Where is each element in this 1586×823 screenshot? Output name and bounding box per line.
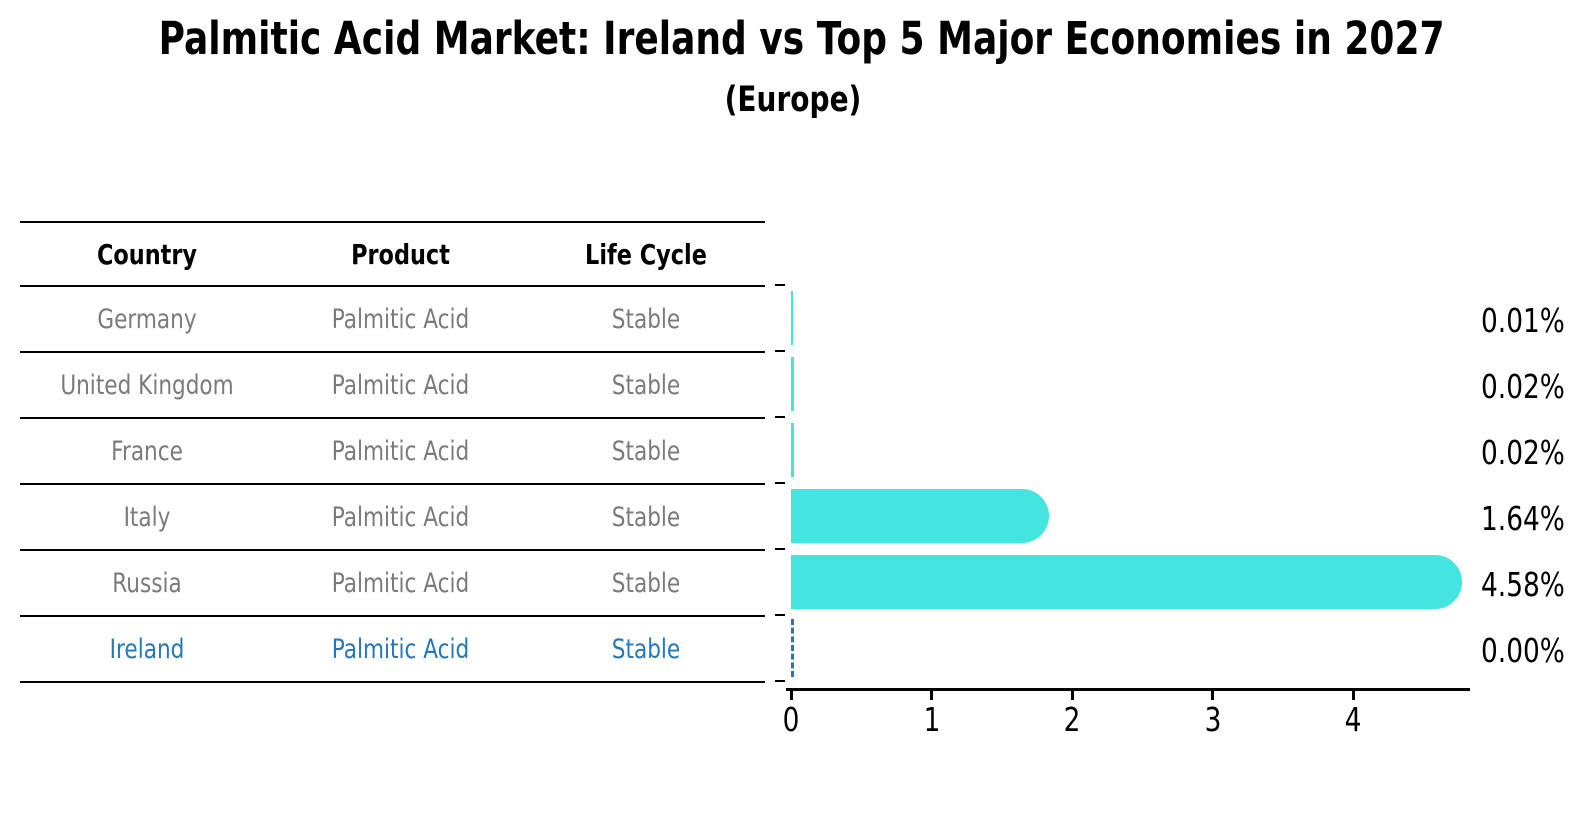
plot-area [775, 284, 1470, 682]
bar-italy [791, 489, 1049, 543]
table-header-row: Country Product Life Cycle [20, 223, 765, 287]
chart-title: Palmitic Acid Market: Ireland vs Top 5 M… [158, 12, 1445, 65]
lifecycle-cell: Stable [611, 369, 681, 401]
x-tick-mark [789, 691, 793, 700]
x-tick-label: 1 [923, 700, 940, 739]
value-label-russia: 4.58% [1481, 565, 1565, 604]
product-cell: Palmitic Acid [331, 633, 470, 665]
y-tick-mark [775, 416, 785, 418]
x-tick-label: 2 [1063, 700, 1081, 739]
value-label-france: 0.02% [1481, 433, 1565, 472]
bar-row-italy [791, 483, 1470, 549]
country-cell: Germany [97, 303, 197, 335]
bar-united-kingdom [791, 357, 794, 411]
table-row-france: France Palmitic Acid Stable [20, 419, 765, 485]
y-tick-mark [775, 680, 785, 682]
product-cell: Palmitic Acid [331, 369, 470, 401]
chart-subtitle: (Europe) [724, 80, 862, 120]
lifecycle-cell: Stable [611, 303, 681, 335]
value-label-italy: 1.64% [1481, 499, 1565, 538]
value-label-ireland: 0.00% [1481, 631, 1565, 670]
product-cell: Palmitic Acid [331, 501, 470, 533]
y-tick-mark [775, 482, 785, 484]
country-cell: Italy [123, 501, 171, 533]
country-cell: United Kingdom [60, 369, 234, 401]
bar-row-france [791, 417, 1470, 483]
x-tick-mark [930, 691, 934, 700]
bar-row-united-kingdom [791, 351, 1470, 417]
country-cell: Ireland [109, 633, 185, 665]
product-cell: Palmitic Acid [331, 435, 470, 467]
table-row-italy: Italy Palmitic Acid Stable [20, 485, 765, 551]
x-tick-label: 0 [782, 700, 800, 739]
y-tick-mark [775, 284, 785, 286]
bar-germany [791, 291, 793, 345]
column-header-product: Product [351, 237, 450, 271]
lifecycle-cell: Stable [611, 567, 681, 599]
x-tick-label: 4 [1344, 700, 1362, 739]
x-tick-mark [1351, 691, 1355, 700]
country-cell: Russia [112, 567, 182, 599]
lifecycle-cell: Stable [611, 501, 681, 533]
table-row-germany: Germany Palmitic Acid Stable [20, 287, 765, 353]
table-row-ireland: Ireland Palmitic Acid Stable [20, 617, 765, 683]
column-header-lifecycle: Life Cycle [585, 237, 707, 271]
y-tick-mark [775, 614, 785, 616]
bar-row-ireland [791, 615, 1470, 681]
product-cell: Palmitic Acid [331, 303, 470, 335]
product-cell: Palmitic Acid [331, 567, 470, 599]
value-label-germany: 0.01% [1481, 301, 1565, 340]
table-row-united-kingdom: United Kingdom Palmitic Acid Stable [20, 353, 765, 419]
y-tick-mark [775, 548, 785, 550]
lifecycle-cell: Stable [611, 633, 681, 665]
country-table: Country Product Life Cycle Germany Palmi… [20, 221, 765, 683]
x-tick-mark [1211, 691, 1215, 700]
bar-row-germany [791, 285, 1470, 351]
country-cell: France [111, 435, 183, 467]
y-tick-mark [775, 350, 785, 352]
x-tick-mark [1070, 691, 1074, 700]
bar-ireland-zero-marker [791, 619, 794, 677]
bar-france [791, 423, 794, 477]
x-axis-line [786, 688, 1470, 691]
x-tick-label: 3 [1204, 700, 1222, 739]
table-row-russia: Russia Palmitic Acid Stable [20, 551, 765, 617]
lifecycle-cell: Stable [611, 435, 681, 467]
value-label-united-kingdom: 0.02% [1481, 367, 1565, 406]
bar-russia [791, 555, 1462, 609]
column-header-country: Country [96, 237, 198, 271]
bar-row-russia [791, 549, 1470, 615]
